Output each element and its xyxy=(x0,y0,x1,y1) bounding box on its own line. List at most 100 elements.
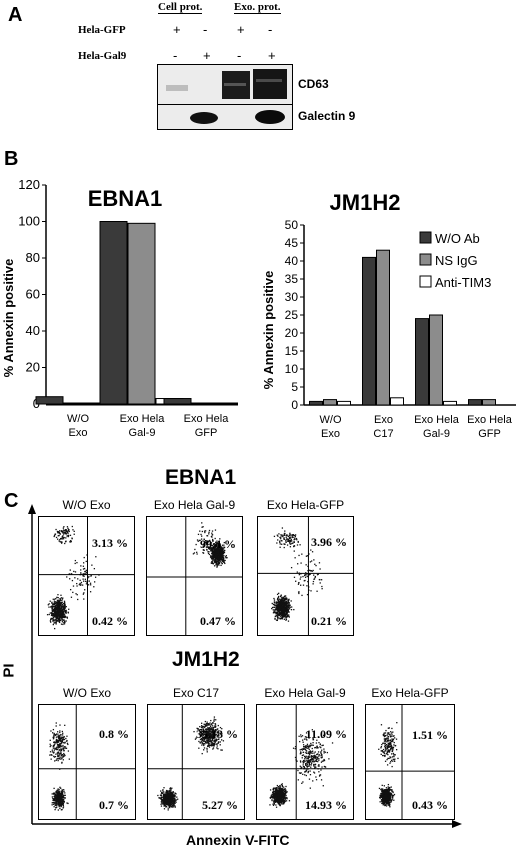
sign: - xyxy=(237,48,242,63)
category-label: Gal-9 xyxy=(423,428,450,438)
y-tick-label: 35 xyxy=(285,272,299,286)
facs-plot: 0.8 % 0.7 % xyxy=(38,704,136,820)
y-tick-label: 15 xyxy=(285,344,299,358)
panel-b-charts: EBNA1 % Annexin positive 0 20 40 60 80 100 120… xyxy=(1,177,516,438)
y-tick-label: 10 xyxy=(285,362,299,376)
chart-title: JM1H2 xyxy=(330,190,401,215)
facs-plot: 3.96 % 0.21 % xyxy=(257,516,354,636)
y-tick-label: 80 xyxy=(26,250,40,265)
bar xyxy=(337,400,351,406)
bar xyxy=(390,397,404,406)
facs-plot: 3.13 % 0.42 % xyxy=(38,516,135,636)
category-label: Exo xyxy=(321,428,340,438)
facs-lower-right-pct: 0.47 % xyxy=(200,614,236,628)
category-label: Exo Hela xyxy=(184,413,230,425)
facs-lower-right-pct: 0.43 % xyxy=(412,798,448,812)
facs-title-jm1h2: JM1H2 xyxy=(172,648,240,671)
bar xyxy=(163,398,192,405)
category-label: GFP xyxy=(478,428,501,438)
facs-upper-right-pct: 99.4 % xyxy=(200,537,236,551)
category-label: C17 xyxy=(373,428,393,438)
legend-swatch xyxy=(419,231,432,244)
y-tick-label: 0 xyxy=(291,398,298,412)
facs-plot: 11.09 % 14.93 % xyxy=(256,704,354,820)
y-tick-label: 30 xyxy=(285,290,299,304)
bar xyxy=(127,222,156,405)
bar xyxy=(362,256,376,406)
facs-lower-right-pct: 5.27 % xyxy=(202,798,238,812)
panel-a-letter: A xyxy=(8,4,23,26)
y-tick-label: 100 xyxy=(18,214,40,229)
category-label: Exo xyxy=(374,414,393,426)
row-label-hela-gfp: Hela-GFP xyxy=(78,24,126,36)
sign: + xyxy=(237,22,245,37)
facs-plot-title: Exo C17 xyxy=(172,686,220,700)
facs-plot-title: W/O Exo xyxy=(62,498,111,512)
y-tick-label: 25 xyxy=(285,308,299,322)
category-label: Exo Hela xyxy=(120,413,166,425)
legend-swatch xyxy=(419,275,432,288)
bar xyxy=(415,318,429,406)
facs-plot-title: Exo Hela Gal-9 xyxy=(153,498,236,512)
facs-lower-right-pct: 0.42 % xyxy=(92,614,128,628)
facs-plot-title: W/O Exo xyxy=(62,686,111,700)
facs-x-label: Annexin V-FITC xyxy=(186,832,290,848)
category-label: GFP xyxy=(195,427,218,438)
bar xyxy=(482,399,496,406)
y-axis-label: % Annexin positive xyxy=(261,271,276,390)
category-label: Exo Hela xyxy=(414,414,460,426)
bar xyxy=(468,399,482,406)
y-axis-label: % Annexin positive xyxy=(1,259,16,378)
y-tick-label: 45 xyxy=(285,236,299,250)
blot-label-cd63: CD63 xyxy=(298,77,329,91)
sign: + xyxy=(173,22,181,37)
facs-plot: 35.13 % 5.27 % xyxy=(147,704,245,820)
bar xyxy=(35,396,64,405)
facs-upper-right-pct: 1.51 % xyxy=(412,727,448,742)
bar xyxy=(429,314,443,406)
sign: - xyxy=(203,22,208,37)
chart-title: EBNA1 xyxy=(88,186,163,211)
facs-plot: 1.51 % 0.43 % xyxy=(365,704,455,820)
y-tick-label: 120 xyxy=(18,177,40,192)
category-label: Exo xyxy=(69,427,88,438)
y-tick-label: 20 xyxy=(26,360,40,375)
facs-title-ebna1: EBNA1 xyxy=(165,466,237,489)
facs-axes xyxy=(28,504,462,828)
facs-upper-right-pct: 11.09 % xyxy=(305,726,347,741)
bar xyxy=(323,399,337,406)
category-label: W/O xyxy=(320,414,342,426)
blot-cd63 xyxy=(157,64,293,106)
y-tick-label: 40 xyxy=(285,254,299,268)
facs-upper-right-pct: 3.96 % xyxy=(311,535,347,550)
y-tick-label: 40 xyxy=(26,323,40,338)
facs-plot: 99.4 % 0.47 % xyxy=(146,516,243,636)
category-label: W/O xyxy=(67,413,89,425)
facs-lower-right-pct: 0.7 % xyxy=(99,798,129,812)
facs-lower-right-pct: 0.21 % xyxy=(311,614,347,628)
group-label-exo: Exo. prot. xyxy=(234,1,281,14)
legend-label: Anti-TIM3 xyxy=(435,275,491,290)
y-tick-label: 20 xyxy=(285,326,299,340)
facs-plot-title: Exo Hela Gal-9 xyxy=(264,686,346,700)
facs-lower-right-pct: 14.93 % xyxy=(305,798,347,812)
bar xyxy=(443,400,457,406)
blot-galectin9 xyxy=(157,104,293,130)
legend-swatch xyxy=(419,253,432,266)
facs-y-label: PI xyxy=(0,663,18,678)
category-label: Gal-9 xyxy=(129,427,156,438)
facs-plot-title: Exo Hela-GFP xyxy=(371,686,449,700)
facs-upper-right-pct: 0.8 % xyxy=(99,726,129,741)
y-tick-label: 50 xyxy=(285,218,299,232)
legend-label: W/O Ab xyxy=(435,231,480,246)
jm1h2-chart: JM1H2 % Annexin positive 0 5 10 15 20 25 30 35 4… xyxy=(261,190,516,438)
facs-upper-right-pct: 3.13 % xyxy=(92,535,128,550)
ebna1-chart: EBNA1 % Annexin positive 020406080100120… xyxy=(1,177,238,438)
bar xyxy=(376,249,390,406)
blot-label-galectin9: Galectin 9 xyxy=(298,109,356,123)
sign: - xyxy=(268,22,273,37)
sign: - xyxy=(173,48,178,63)
bar xyxy=(99,221,128,405)
sign: + xyxy=(203,48,211,63)
category-label: Exo Hela xyxy=(467,414,513,426)
